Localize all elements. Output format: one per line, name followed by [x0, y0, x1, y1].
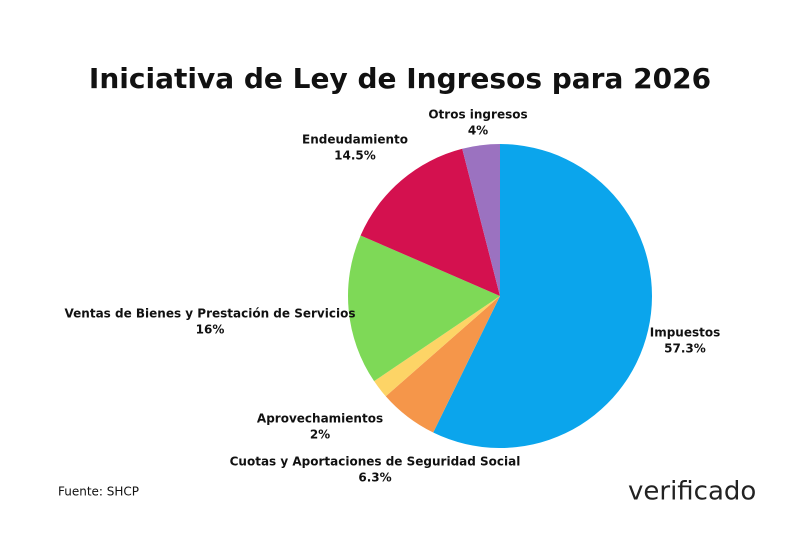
value-label: 2%	[310, 428, 330, 442]
value-label: 6.3%	[358, 471, 391, 485]
slice-label: Endeudamiento	[302, 133, 408, 147]
value-label: 57.3%	[664, 342, 706, 356]
value-label: 16%	[196, 323, 225, 337]
pie-slice	[360, 148, 500, 296]
slice-label: Otros ingresos	[428, 108, 527, 122]
pie-slice	[462, 144, 500, 296]
pie-slice	[348, 235, 500, 382]
slice-label: Aprovechamientos	[257, 412, 383, 426]
value-label: 14.5%	[334, 149, 376, 163]
pie-slice	[385, 296, 500, 433]
source: Fuente: SHCP	[58, 485, 139, 499]
pie-slice	[374, 296, 500, 397]
chart-title: Iniciativa de Ley de Ingresos para 2026	[89, 62, 711, 95]
pie-slice	[433, 144, 652, 448]
slice-label: Impuestos	[650, 326, 721, 340]
value-label: 4%	[468, 124, 488, 138]
slice-label: Ventas de Bienes y Prestación de Servici…	[65, 307, 356, 321]
logo: verificado	[628, 477, 756, 507]
slice-label: Cuotas y Aportaciones de Seguridad Socia…	[230, 455, 521, 469]
